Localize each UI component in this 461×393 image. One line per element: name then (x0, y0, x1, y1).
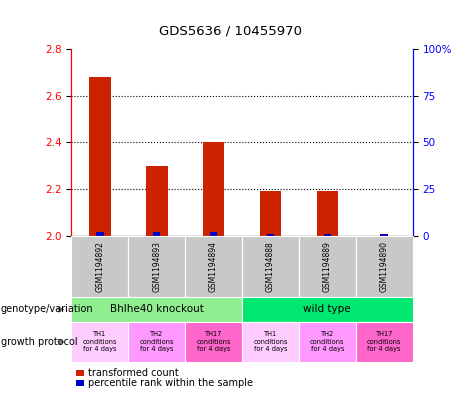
Text: GSM1194888: GSM1194888 (266, 241, 275, 292)
Text: GSM1194889: GSM1194889 (323, 241, 332, 292)
Bar (89, 77, 111, 236)
Text: TH1
conditions
for 4 days: TH1 conditions for 4 days (83, 331, 117, 353)
Bar (146, 166, 167, 236)
Text: percentile rank within the sample: percentile rank within the sample (88, 378, 253, 388)
Text: GSM1194890: GSM1194890 (380, 241, 389, 292)
Text: GSM1194892: GSM1194892 (95, 241, 104, 292)
Bar (203, 143, 225, 236)
Text: GDS5636 / 10455970: GDS5636 / 10455970 (159, 24, 302, 37)
Bar (260, 191, 281, 236)
Text: TH1
conditions
for 4 days: TH1 conditions for 4 days (253, 331, 288, 353)
Text: TH2
conditions
for 4 days: TH2 conditions for 4 days (140, 331, 174, 353)
Text: genotype/variation: genotype/variation (1, 305, 94, 314)
Text: TH17
conditions
for 4 days: TH17 conditions for 4 days (367, 331, 402, 353)
Bar (380, 234, 388, 236)
Bar (96, 232, 104, 236)
Bar (324, 234, 331, 236)
Text: growth protocol: growth protocol (1, 337, 77, 347)
Bar (267, 234, 274, 236)
Text: GSM1194893: GSM1194893 (152, 241, 161, 292)
Text: TH2
conditions
for 4 days: TH2 conditions for 4 days (310, 331, 344, 353)
Text: transformed count: transformed count (88, 368, 178, 378)
Bar (210, 232, 217, 236)
Text: Bhlhe40 knockout: Bhlhe40 knockout (110, 305, 204, 314)
Text: wild type: wild type (303, 305, 351, 314)
Text: TH17
conditions
for 4 days: TH17 conditions for 4 days (196, 331, 231, 353)
Bar (153, 232, 160, 236)
Bar (317, 191, 338, 236)
Text: GSM1194894: GSM1194894 (209, 241, 218, 292)
